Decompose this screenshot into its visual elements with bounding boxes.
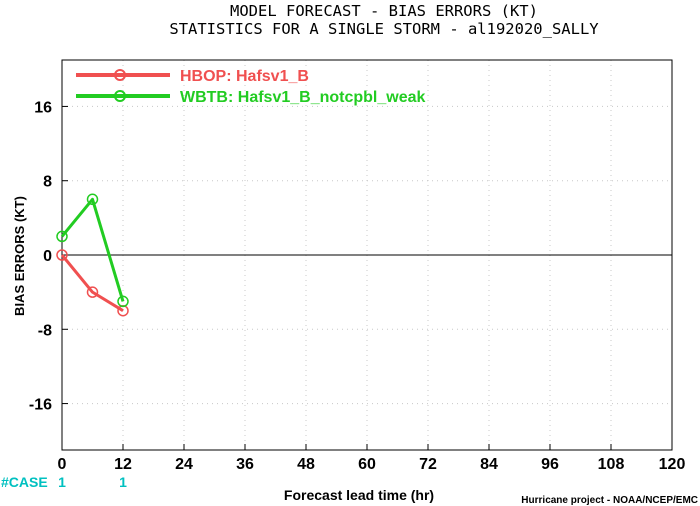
x-tick-label: 120 (659, 456, 686, 473)
legend: HBOP: Hafsv1_B WBTB: Hafsv1_B_notcpbl_we… (76, 68, 425, 106)
series-line-0 (60, 254, 124, 312)
series-lines (56, 193, 129, 317)
case-count: 1 (58, 474, 66, 490)
y-tick-label: 8 (43, 174, 52, 191)
x-tick-label: 24 (175, 456, 193, 473)
legend-hbop-marker (114, 69, 126, 81)
x-axis-label: Forecast lead time (hr) (284, 487, 434, 503)
legend-hbop-label: HBOP: Hafsv1_B (180, 68, 309, 85)
case-label: #CASE (1, 474, 48, 490)
legend-wbtb-label: WBTB: Hafsv1_B_notcpbl_weak (180, 89, 425, 106)
x-tick-label: 12 (114, 456, 132, 473)
y-axis-label: BIAS ERRORS (KT) (12, 196, 27, 316)
legend-wbtb-marker (114, 90, 126, 102)
x-tick-label: 0 (58, 456, 67, 473)
case-count: 1 (119, 474, 127, 490)
y-tick-label: 0 (43, 248, 52, 265)
chart-subtitle: STATISTICS FOR A SINGLE STORM - al192020… (169, 20, 599, 38)
chart-title: MODEL FORECAST - BIAS ERRORS (KT) (230, 2, 538, 20)
y-tick-label: -8 (38, 322, 52, 339)
series-point-1 (56, 230, 68, 243)
series-point-1 (117, 295, 129, 308)
series-point-0 (86, 286, 99, 298)
x-tick-label: 36 (236, 456, 254, 473)
x-tick-label: 96 (541, 456, 559, 473)
axis-ticks: 0 12 24 36 48 60 72 84 96 108 120 -16 -8 0 8 16 (29, 99, 686, 473)
x-tick-label: 72 (419, 456, 437, 473)
x-tick-label: 48 (297, 456, 315, 473)
x-tick-label: 108 (598, 456, 625, 473)
y-tick-label: -16 (29, 397, 52, 414)
x-tick-label: 60 (358, 456, 376, 473)
footer-credit: Hurricane project - NOAA/NCEP/EMC (521, 495, 698, 506)
series-point-0 (56, 249, 68, 261)
y-tick-label: 16 (34, 99, 52, 116)
series-point-1 (86, 193, 99, 206)
x-tick-label: 84 (480, 456, 498, 473)
series-line-1 (60, 197, 125, 302)
